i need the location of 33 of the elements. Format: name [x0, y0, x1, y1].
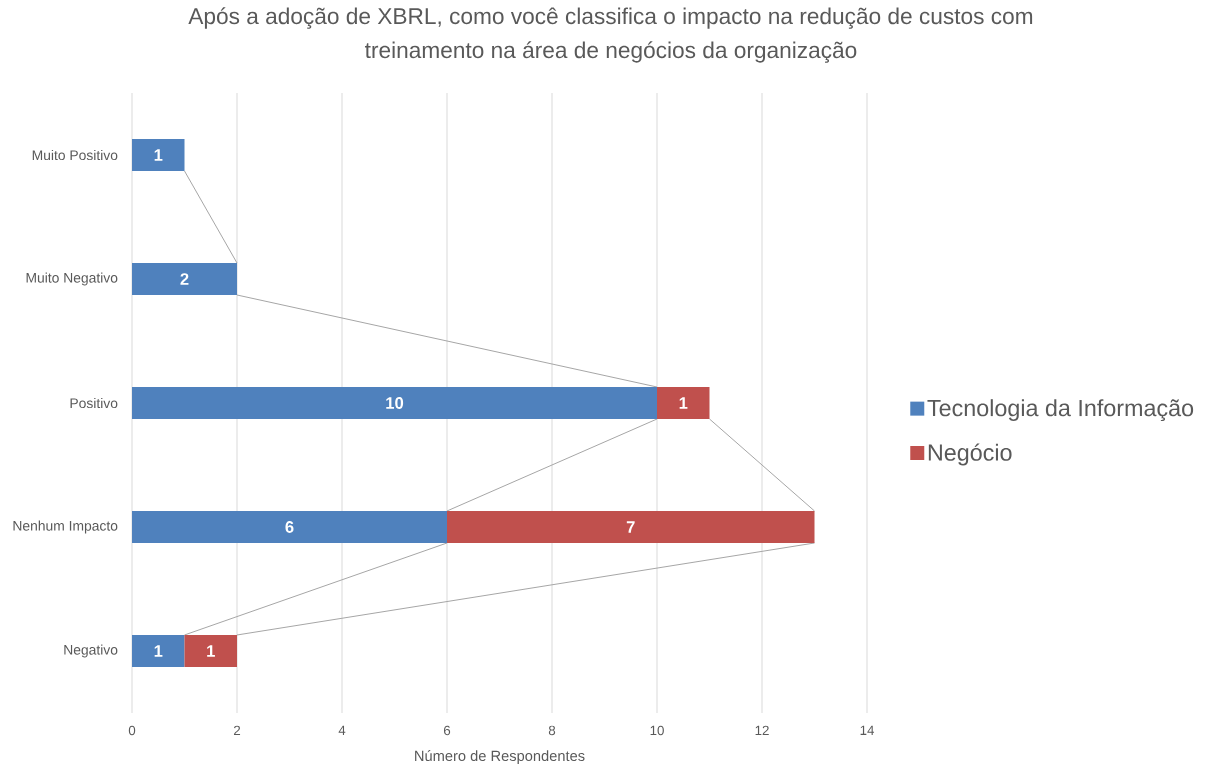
bar	[132, 511, 447, 543]
x-tick-label: 10	[650, 725, 664, 736]
bar	[657, 387, 710, 419]
bar	[447, 511, 815, 543]
legend-label: Tecnologia da Informação	[927, 399, 1194, 422]
x-tick-label: 12	[755, 725, 769, 736]
data-label: 6	[285, 521, 294, 533]
data-label: 1	[154, 645, 163, 657]
data-label: 1	[154, 149, 163, 161]
y-tick-label: Negativo	[64, 644, 118, 658]
data-label: 1	[679, 397, 688, 409]
data-label: 7	[626, 521, 635, 533]
data-label: 10	[386, 397, 404, 409]
x-tick-label: 8	[548, 725, 556, 736]
bar	[132, 387, 657, 419]
x-tick-label: 6	[443, 725, 451, 736]
chart-title: Após a adoção de XBRL, como você classifica o impacto na redução de custos com treinamento na área de negócios da organização	[188, 7, 1033, 63]
data-label: 2	[180, 273, 189, 285]
x-tick-label: 2	[233, 725, 241, 736]
legend-label: Negócio	[928, 443, 1012, 466]
bar	[132, 635, 185, 667]
y-tick-label: Muito Negativo	[26, 272, 118, 286]
bar	[184, 635, 237, 667]
y-tick-label: Nenhum Impacto	[13, 520, 118, 534]
y-tick-label: Positivo	[70, 397, 118, 409]
bar	[132, 139, 185, 171]
y-tick-label: Muito Positivo	[32, 149, 118, 161]
x-axis-title: Número de Respondentes	[415, 750, 585, 764]
x-tick-label: 4	[338, 725, 346, 735]
x-tick-label: 14	[860, 725, 875, 735]
data-label: 1	[207, 645, 215, 657]
bar	[132, 263, 237, 295]
x-tick-label: 0	[128, 725, 136, 736]
